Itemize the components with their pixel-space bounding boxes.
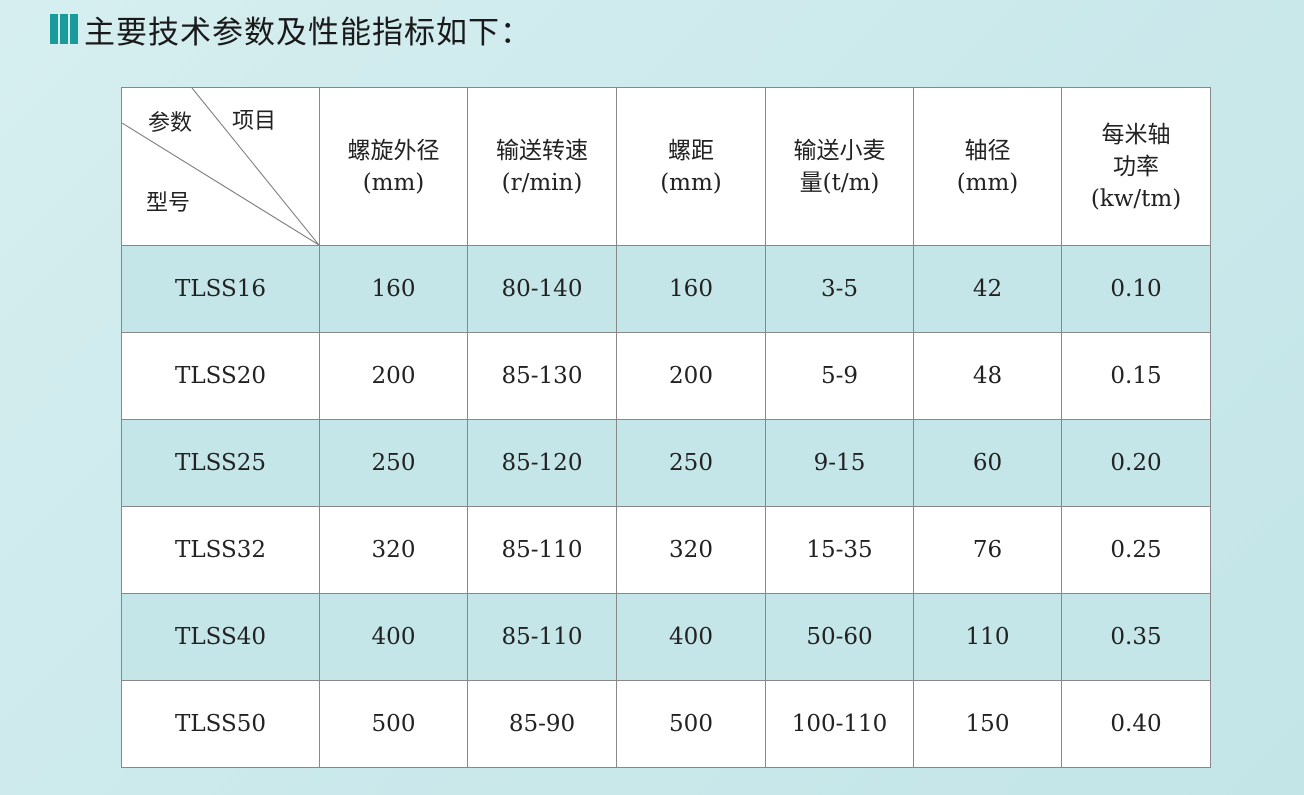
table-row: TLSS20 200 85-130 200 5-9 48 0.15 xyxy=(121,332,1211,420)
header-line: 功率 xyxy=(1113,153,1159,180)
value-cell: 85-110 xyxy=(467,506,617,594)
header-line: 螺旋外径 xyxy=(347,137,440,164)
value-cell: 85-90 xyxy=(467,680,617,768)
value-cell: 9-15 xyxy=(765,419,914,507)
value-cell: 0.10 xyxy=(1061,245,1211,333)
value-cell: 250 xyxy=(319,419,468,507)
diagonal-lines xyxy=(122,88,319,245)
value-cell: 0.20 xyxy=(1061,419,1211,507)
header-line: (kw/tm) xyxy=(1090,185,1182,212)
value-cell: 320 xyxy=(319,506,468,594)
col-header: 每米轴功率 (kw/tm) xyxy=(1061,87,1211,246)
corner-param: 参数 xyxy=(148,111,193,136)
col-header: 螺旋外径 (mm) xyxy=(319,87,468,246)
corner-header: 参数 项目 型号 xyxy=(121,87,320,246)
col-header: 螺距 (mm) xyxy=(616,87,766,246)
model-cell: TLSS32 xyxy=(121,506,320,594)
value-cell: 150 xyxy=(913,680,1062,768)
value-cell: 85-110 xyxy=(467,593,617,681)
table-row: TLSS40 400 85-110 400 50-60 110 0.35 xyxy=(121,593,1211,681)
header-line: 输送小麦 xyxy=(793,137,886,164)
value-cell: 0.40 xyxy=(1061,680,1211,768)
value-cell: 500 xyxy=(319,680,468,768)
value-cell: 160 xyxy=(319,245,468,333)
col-header: 轴径 (mm) xyxy=(913,87,1062,246)
value-cell: 80-140 xyxy=(467,245,617,333)
corner-item: 项目 xyxy=(232,109,277,134)
value-cell: 0.25 xyxy=(1061,506,1211,594)
title-bars-icon xyxy=(50,14,78,44)
header-line: (mm) xyxy=(362,169,425,196)
table-row: TLSS32 320 85-110 320 15-35 76 0.25 xyxy=(121,506,1211,594)
header-line: 轴径 xyxy=(964,137,1011,164)
value-cell: 48 xyxy=(913,332,1062,420)
value-cell: 400 xyxy=(319,593,468,681)
title-text: 主要技术参数及性能指标如下： xyxy=(84,14,532,51)
header-line: (mm) xyxy=(956,169,1019,196)
value-cell: 60 xyxy=(913,419,1062,507)
col-header: 输送转速 (r/min) xyxy=(467,87,617,246)
model-cell: TLSS40 xyxy=(121,593,320,681)
header-line: 螺距 xyxy=(668,137,714,164)
value-cell: 0.15 xyxy=(1061,332,1211,420)
value-cell: 100-110 xyxy=(765,680,914,768)
model-cell: TLSS16 xyxy=(121,245,320,333)
header-line: (mm) xyxy=(660,169,722,196)
value-cell: 3-5 xyxy=(765,245,914,333)
model-cell: TLSS25 xyxy=(121,419,320,507)
model-cell: TLSS50 xyxy=(121,680,320,768)
value-cell: 200 xyxy=(616,332,766,420)
value-cell: 42 xyxy=(913,245,1062,333)
value-cell: 320 xyxy=(616,506,766,594)
table-row: TLSS25 250 85-120 250 9-15 60 0.20 xyxy=(121,419,1211,507)
header-line: 每米轴 xyxy=(1101,121,1171,148)
value-cell: 250 xyxy=(616,419,766,507)
header-line: 输送转速 xyxy=(496,137,588,164)
model-cell: TLSS20 xyxy=(121,332,320,420)
value-cell: 400 xyxy=(616,593,766,681)
section-title: 主要技术参数及性能指标如下： xyxy=(50,8,532,51)
value-cell: 0.35 xyxy=(1061,593,1211,681)
value-cell: 76 xyxy=(913,506,1062,594)
value-cell: 500 xyxy=(616,680,766,768)
header-row: 参数 项目 型号 螺旋外径 (mm) 输送转速 (r/min) 螺距 (mm) 输送小… xyxy=(121,87,1211,246)
value-cell: 15-35 xyxy=(765,506,914,594)
value-cell: 85-130 xyxy=(467,332,617,420)
value-cell: 5-9 xyxy=(765,332,914,420)
col-header: 输送小麦量(t/m) xyxy=(765,87,914,246)
header-line: 量(t/m) xyxy=(799,169,880,196)
value-cell: 200 xyxy=(319,332,468,420)
table-row: TLSS16 160 80-140 160 3-5 42 0.10 xyxy=(121,245,1211,333)
value-cell: 50-60 xyxy=(765,593,914,681)
value-cell: 110 xyxy=(913,593,1062,681)
spec-table: 参数 项目 型号 螺旋外径 (mm) 输送转速 (r/min) 螺距 (mm) 输送小… xyxy=(121,87,1211,768)
header-line: (r/min) xyxy=(501,169,583,196)
value-cell: 160 xyxy=(616,245,766,333)
value-cell: 85-120 xyxy=(467,419,617,507)
table-row: TLSS50 500 85-90 500 100-110 150 0.40 xyxy=(121,680,1211,768)
corner-model: 型号 xyxy=(146,191,191,216)
